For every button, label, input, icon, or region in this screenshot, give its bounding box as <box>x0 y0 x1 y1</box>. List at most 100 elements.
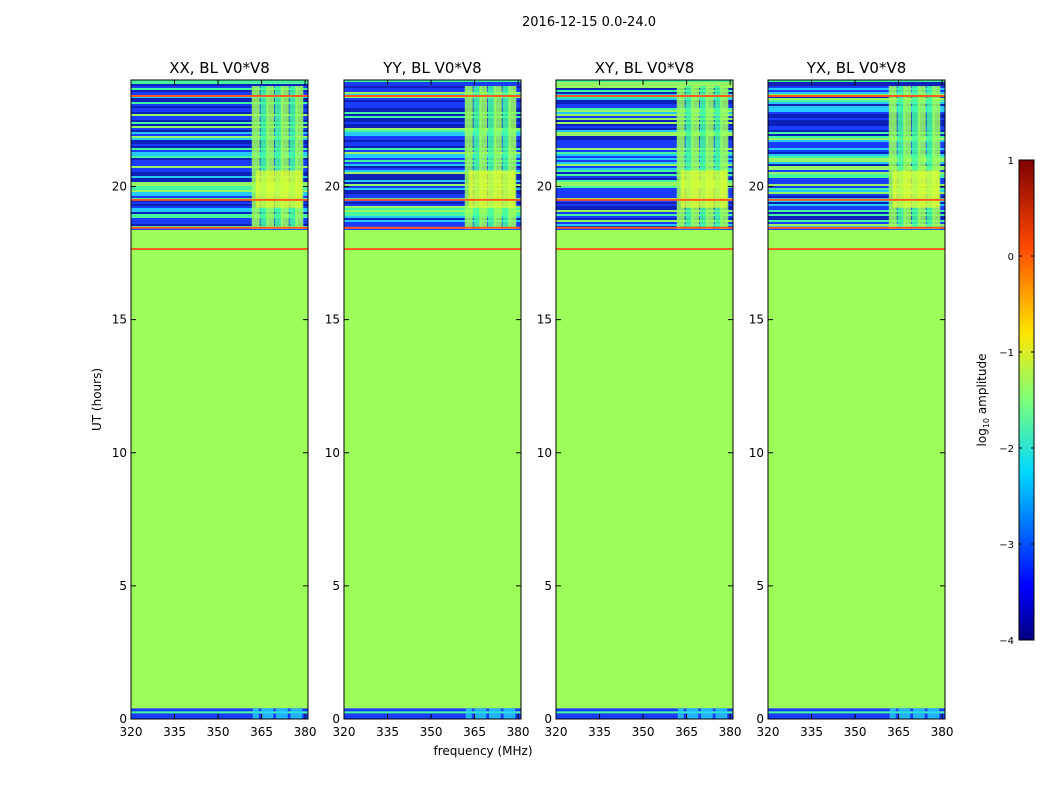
y-tick-label: 20 <box>537 180 552 194</box>
low-region <box>344 708 521 719</box>
x-tick-label: 365 <box>463 725 486 739</box>
axes-frame <box>555 79 734 720</box>
low-channel <box>503 708 510 719</box>
active-stripe <box>131 176 308 178</box>
low-channel <box>252 708 259 719</box>
active-stripe <box>344 112 521 114</box>
channel-column <box>473 86 482 230</box>
active-stripe <box>768 132 945 134</box>
low-channel <box>721 708 728 719</box>
channel-column <box>487 86 496 230</box>
active-stripe <box>556 156 733 158</box>
active-stripe <box>131 98 308 100</box>
panel-0: 320 335 350 365 380 0 5 10 15 20 XX, BL V0*V8 UT (h… <box>90 59 317 739</box>
active-stripe <box>344 116 521 118</box>
active-stripe <box>131 122 308 124</box>
active-stripe <box>131 222 308 224</box>
active-stripe <box>344 164 521 166</box>
active-stripe <box>131 216 308 218</box>
active-stripe <box>556 136 733 138</box>
rfi-line <box>344 94 521 97</box>
active-stripe <box>344 160 521 162</box>
active-stripe <box>131 164 308 166</box>
active-stripe <box>556 188 733 190</box>
low-stripe <box>768 711 945 714</box>
active-stripe <box>556 228 733 230</box>
low-region <box>768 708 945 719</box>
active-stripe <box>344 134 521 136</box>
active-stripe <box>344 96 521 98</box>
active-stripe <box>768 148 945 150</box>
channel-column <box>720 86 729 230</box>
low-channel <box>267 708 274 719</box>
active-region <box>768 80 945 230</box>
active-stripe <box>556 180 733 182</box>
channel-column <box>502 86 511 230</box>
active-stripe <box>131 82 308 84</box>
active-stripe <box>344 214 521 216</box>
x-tick-label: 335 <box>588 725 611 739</box>
active-stripe <box>131 188 308 190</box>
low-channel <box>692 708 699 719</box>
active-stripe <box>344 194 521 196</box>
active-stripe <box>344 172 521 174</box>
active-stripe <box>556 222 733 224</box>
active-stripe <box>556 100 733 102</box>
x-tick-label: 365 <box>887 725 910 739</box>
active-stripe <box>344 98 521 100</box>
active-stripe <box>344 142 521 144</box>
low-region <box>556 708 733 719</box>
low-channel <box>700 708 707 719</box>
active-stripe <box>344 152 521 154</box>
active-stripe <box>556 128 733 130</box>
active-stripe <box>344 104 521 106</box>
active-stripe <box>556 126 733 128</box>
low-stripe <box>344 711 521 714</box>
active-stripe <box>344 106 521 108</box>
low-channel <box>677 708 684 719</box>
active-stripe <box>768 146 945 148</box>
active-stripe <box>768 180 945 182</box>
low-region <box>131 708 308 719</box>
channel-column <box>685 86 694 230</box>
active-stripe <box>131 170 308 172</box>
active-stripe <box>768 192 945 194</box>
active-stripe <box>344 126 521 128</box>
active-stripe <box>556 110 733 112</box>
active-stripe <box>768 150 945 152</box>
rfi-line <box>344 248 521 251</box>
channel-column <box>932 86 941 230</box>
panel-title: XY, BL V0*V8 <box>595 59 695 77</box>
active-stripe <box>344 130 521 132</box>
low-channel <box>509 708 516 719</box>
active-stripe <box>556 192 733 194</box>
active-stripe <box>556 184 733 186</box>
active-stripe <box>556 166 733 168</box>
active-stripe <box>344 100 521 102</box>
rfi-line <box>344 226 521 229</box>
active-stripe <box>768 88 945 90</box>
active-stripe <box>131 104 308 106</box>
x-tick-label: 380 <box>719 725 742 739</box>
active-stripe <box>768 210 945 212</box>
active-stripe <box>131 184 308 186</box>
x-tick-label: 320 <box>120 725 143 739</box>
low-channel <box>933 708 940 719</box>
low-channel <box>927 708 934 719</box>
active-stripe <box>768 184 945 186</box>
active-stripe <box>556 210 733 212</box>
active-stripe <box>344 190 521 192</box>
active-stripe <box>131 86 308 88</box>
active-stripe <box>768 222 945 224</box>
rfi-line <box>556 226 733 229</box>
active-stripe <box>768 134 945 136</box>
panel-3: 320 335 350 365 380 0 5 10 15 20 YX, BL V0*V8 <box>749 59 954 739</box>
active-stripe <box>556 170 733 172</box>
active-stripe <box>768 152 945 154</box>
low-channel <box>912 708 919 719</box>
active-stripe <box>344 156 521 158</box>
colorbar-tick-label: 0 <box>1008 252 1014 263</box>
x-tick-label: 380 <box>507 725 530 739</box>
low-base <box>556 708 733 719</box>
active-stripe <box>768 166 945 168</box>
